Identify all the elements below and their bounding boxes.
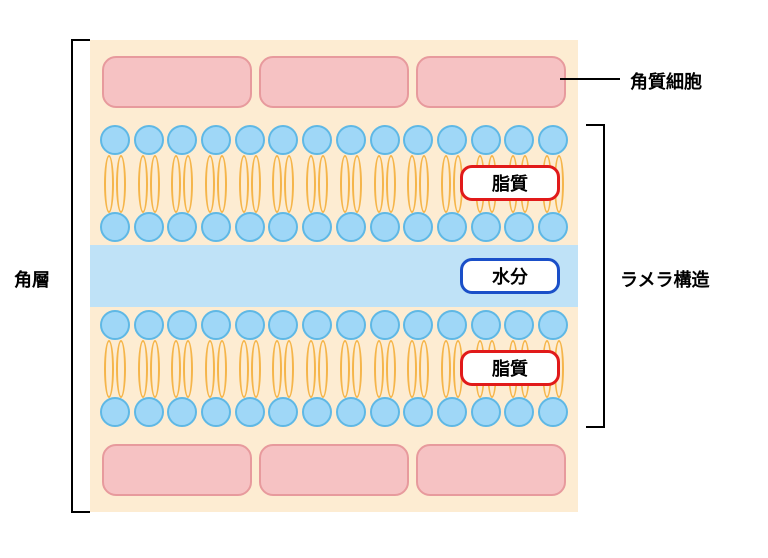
bracket-right [586,125,604,427]
phospho-head [403,397,433,427]
label-lipid-bottom: 脂質 [460,350,560,386]
phospho-head [370,125,400,155]
phospho-head [538,397,568,427]
phospho-head [201,397,231,427]
phospho-head [370,397,400,427]
phospho-head [235,125,265,155]
lipid-tail-pair [134,155,164,213]
phospho-head [437,125,467,155]
label-lipid-top: 脂質 [460,165,560,201]
phospho-head [403,310,433,340]
corneocyte-cell [416,444,566,496]
cell-row-top [90,52,578,112]
phospho-head [538,212,568,242]
corneocyte-cell [416,56,566,108]
lipid-tail-pair [336,340,366,398]
diagram-container: 脂質 水分 脂質 [90,40,578,512]
bracket-left [72,40,90,512]
label-lamellar: ラメラ構造 [620,266,709,292]
lipid-tail-pair [302,340,332,398]
lipid-tail-pair [336,155,366,213]
cell-row-bottom [90,440,578,500]
phospho-head [504,125,534,155]
lipid-tail-pair [268,340,298,398]
phospho-head [201,310,231,340]
phospho-head [538,310,568,340]
lipid-tail-pair [167,340,197,398]
phospho-head [302,397,332,427]
lipid-tail-pair [268,155,298,213]
phospho-head [235,212,265,242]
phospho-head [437,397,467,427]
corneocyte-cell [102,56,252,108]
phospho-head [471,310,501,340]
phospho-head [100,212,130,242]
phospho-head [302,212,332,242]
lipid-tail-pair [370,155,400,213]
lipid-tail-pair [134,340,164,398]
phospho-head [268,212,298,242]
phospho-head [370,212,400,242]
phospho-head [167,125,197,155]
phospho-head [134,125,164,155]
phospho-head [268,125,298,155]
phospho-head [336,310,366,340]
phospho-head [201,125,231,155]
lipid-tail-pair [302,155,332,213]
label-water: 水分 [460,258,560,294]
phospho-head [403,212,433,242]
phospho-head [100,397,130,427]
label-stratum-corneum: 角層 [14,266,50,292]
phospho-head [167,397,197,427]
phospho-head [134,397,164,427]
phospho-head [201,212,231,242]
phospho-head [167,212,197,242]
phospho-head [504,310,534,340]
lipid-tail-pair [100,155,130,213]
phospho-head [370,310,400,340]
phospho-head [437,212,467,242]
corneocyte-cell [102,444,252,496]
phospho-heads-row [90,397,578,427]
lipid-tail-pair [235,155,265,213]
leader-corneocyte [560,78,620,80]
phospho-heads-row [90,310,578,340]
lipid-tail-pair [201,155,231,213]
phospho-head [100,310,130,340]
phospho-heads-row [90,125,578,155]
phospho-head [302,125,332,155]
lipid-tail-pair [370,340,400,398]
phospho-head [167,310,197,340]
phospho-head [235,397,265,427]
phospho-head [336,212,366,242]
phospho-head [504,397,534,427]
phospho-head [504,212,534,242]
phospho-head [403,125,433,155]
phospho-head [437,310,467,340]
phospho-head [235,310,265,340]
lipid-tail-pair [100,340,130,398]
lipid-tail-pair [235,340,265,398]
lipid-tail-pair [167,155,197,213]
lipid-tail-pair [403,155,433,213]
phospho-heads-row [90,212,578,242]
phospho-head [134,310,164,340]
label-corneocyte: 角質細胞 [630,68,702,94]
phospho-head [538,125,568,155]
phospho-head [471,212,501,242]
phospho-head [268,310,298,340]
phospho-head [471,397,501,427]
lipid-tail-pair [403,340,433,398]
lipid-tail-pair [201,340,231,398]
phospho-head [100,125,130,155]
phospho-head [471,125,501,155]
phospho-head [336,397,366,427]
phospho-head [268,397,298,427]
corneocyte-cell [259,56,409,108]
phospho-head [134,212,164,242]
phospho-head [336,125,366,155]
phospho-head [302,310,332,340]
corneocyte-cell [259,444,409,496]
